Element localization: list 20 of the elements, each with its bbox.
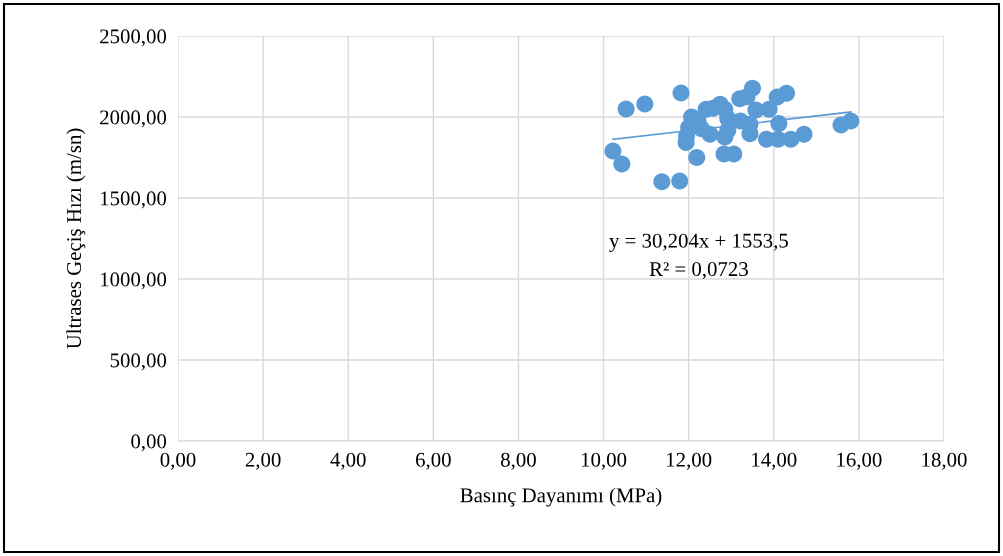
y-tick-label: 1500,00 [101, 191, 167, 209]
annotation: R² = 0,0723 [649, 262, 748, 280]
x-tick-label: 6,00 [416, 452, 451, 470]
x-tick-label: 2,00 [245, 452, 281, 470]
x-tick-label: 14,00 [752, 452, 797, 470]
y-tick-label: 0,00 [131, 434, 167, 452]
x-tick-label: 0,00 [160, 452, 196, 470]
x-axis-title: Basınç Dayanımı (MPa) [460, 487, 662, 507]
y-axis-title: Ultrases Geçiş Hızı (m/sn) [66, 128, 86, 349]
x-tick-label: 18,00 [922, 452, 967, 470]
x-tick-label: 4,00 [330, 452, 366, 470]
x-tick-label: 12,00 [667, 452, 712, 470]
y-tick-label: 500,00 [110, 353, 167, 371]
x-tick-label: 16,00 [837, 452, 882, 470]
x-tick-label: 10,00 [581, 452, 627, 470]
annotation: y = 30,204x + 1553,5 [609, 233, 788, 252]
x-tick-label: 8,00 [501, 452, 536, 470]
y-tick-label: 2000,00 [100, 110, 167, 128]
y-tick-label: 2500,00 [100, 29, 167, 47]
y-tick-label: 1000,00 [101, 272, 167, 290]
